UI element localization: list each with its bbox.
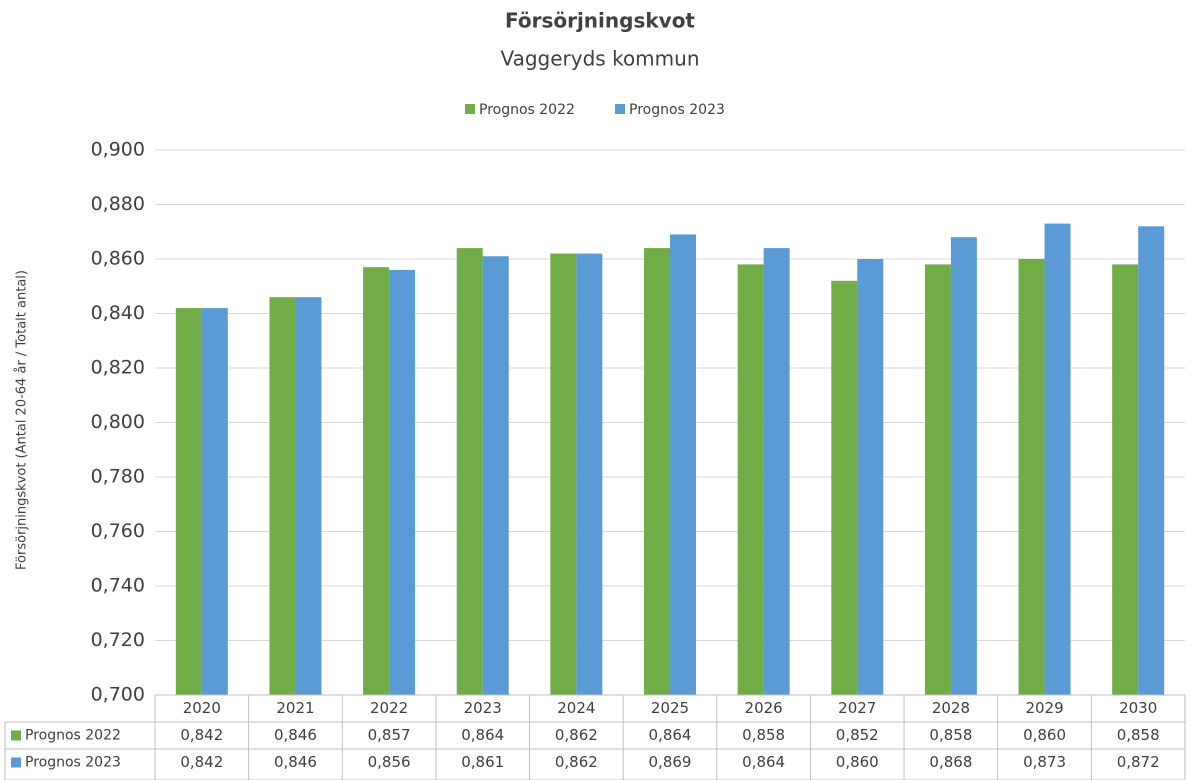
table-value: 0,860 bbox=[836, 753, 879, 771]
y-tick-label: 0,820 bbox=[91, 357, 145, 379]
x-tick-label: 2028 bbox=[932, 699, 970, 717]
x-tick-label: 2025 bbox=[651, 699, 689, 717]
table-legend-swatch bbox=[11, 730, 21, 741]
x-tick-label: 2029 bbox=[1025, 699, 1063, 717]
bar bbox=[295, 297, 322, 695]
table-value: 0,861 bbox=[461, 753, 504, 771]
bar bbox=[924, 264, 951, 695]
table-value: 0,856 bbox=[368, 753, 411, 771]
bar bbox=[550, 253, 577, 696]
table-value: 0,846 bbox=[274, 726, 317, 744]
table-value: 0,862 bbox=[555, 726, 598, 744]
table-legend-swatch bbox=[11, 757, 21, 768]
y-tick-label: 0,840 bbox=[91, 302, 145, 324]
y-tick-label: 0,900 bbox=[91, 139, 145, 161]
bar bbox=[644, 248, 670, 695]
y-tick-label: 0,760 bbox=[91, 520, 145, 542]
bar bbox=[737, 264, 764, 695]
bar bbox=[269, 297, 296, 695]
y-tick-label: 0,740 bbox=[91, 575, 145, 597]
bar bbox=[763, 248, 790, 695]
table-value: 0,864 bbox=[742, 753, 785, 771]
table-value: 0,858 bbox=[929, 726, 972, 744]
bar bbox=[389, 269, 416, 695]
x-tick-label: 2030 bbox=[1119, 699, 1157, 717]
table-value: 0,873 bbox=[1023, 753, 1066, 771]
table-value: 0,846 bbox=[274, 753, 317, 771]
x-tick-label: 2027 bbox=[838, 699, 876, 717]
table-value: 0,862 bbox=[555, 753, 598, 771]
table-series-label: Prognos 2023 bbox=[25, 755, 121, 771]
table-value: 0,872 bbox=[1117, 753, 1160, 771]
x-tick-label: 2021 bbox=[276, 699, 314, 717]
table-value: 0,858 bbox=[742, 726, 785, 744]
bar bbox=[831, 280, 858, 695]
bar bbox=[670, 234, 696, 695]
table-value: 0,869 bbox=[649, 753, 692, 771]
table-value: 0,842 bbox=[180, 726, 223, 744]
y-tick-label: 0,800 bbox=[91, 411, 145, 433]
table-value: 0,860 bbox=[1023, 726, 1066, 744]
y-tick-label: 0,880 bbox=[91, 193, 145, 215]
bar bbox=[1138, 226, 1165, 696]
table-series-label: Prognos 2022 bbox=[25, 728, 121, 744]
x-tick-label: 2020 bbox=[183, 699, 221, 717]
bar bbox=[1018, 259, 1045, 695]
bar bbox=[576, 253, 603, 696]
bar bbox=[482, 256, 509, 695]
table-value: 0,858 bbox=[1117, 726, 1160, 744]
y-tick-label: 0,860 bbox=[91, 248, 145, 270]
bar bbox=[456, 248, 483, 695]
table-value: 0,864 bbox=[649, 726, 692, 744]
table-value: 0,842 bbox=[180, 753, 223, 771]
legend-swatch bbox=[615, 104, 625, 114]
y-tick-label: 0,720 bbox=[91, 629, 145, 651]
x-tick-label: 2023 bbox=[464, 699, 502, 717]
bar bbox=[363, 267, 390, 695]
chart-title: Försörjningskvot bbox=[505, 9, 695, 33]
x-tick-label: 2026 bbox=[745, 699, 783, 717]
bar bbox=[1044, 223, 1071, 695]
y-tick-label: 0,780 bbox=[91, 466, 145, 488]
x-tick-label: 2022 bbox=[370, 699, 408, 717]
table-value: 0,852 bbox=[836, 726, 879, 744]
x-tick-label: 2024 bbox=[557, 699, 595, 717]
bar bbox=[201, 308, 228, 695]
chart-subtitle: Vaggeryds kommun bbox=[500, 47, 699, 71]
bar bbox=[175, 308, 202, 695]
legend-label: Prognos 2022 bbox=[479, 102, 575, 118]
bar bbox=[1112, 264, 1139, 695]
table-value: 0,864 bbox=[461, 726, 504, 744]
bar bbox=[950, 237, 977, 695]
table-value: 0,868 bbox=[929, 753, 972, 771]
legend-label: Prognos 2023 bbox=[629, 102, 725, 118]
y-axis-label: Försörjningskvot (Antal 20-64 år / Total… bbox=[15, 270, 30, 570]
table-value: 0,857 bbox=[368, 726, 411, 744]
legend-swatch bbox=[465, 104, 475, 114]
y-tick-label: 0,700 bbox=[91, 684, 145, 706]
bar bbox=[857, 259, 884, 695]
